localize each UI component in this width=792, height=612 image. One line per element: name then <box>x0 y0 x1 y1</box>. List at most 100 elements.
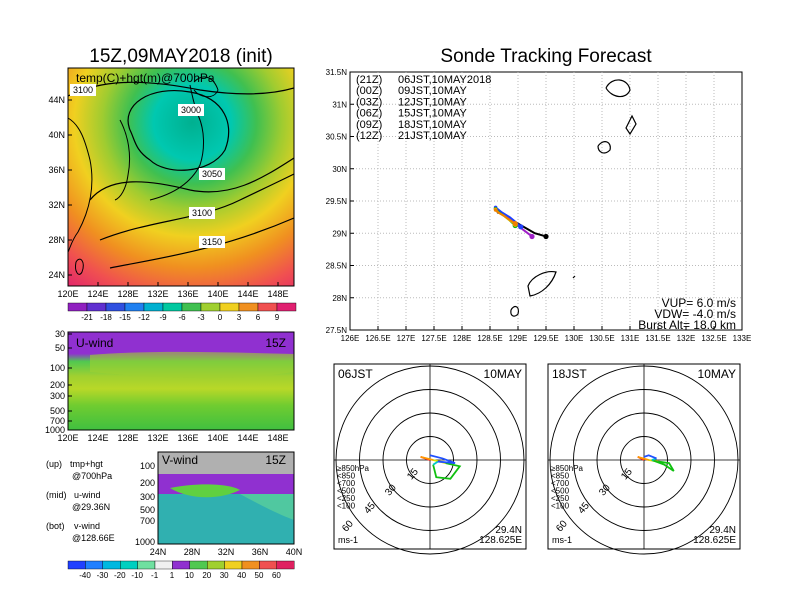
pressure-tick-label: 300 <box>50 391 65 401</box>
lon-tick-label: 129E <box>509 334 528 343</box>
colorbar-label: 1 <box>170 571 175 580</box>
colorbar-cell <box>276 560 295 570</box>
colorbar-label: -10 <box>131 571 143 580</box>
colorbar-cell <box>162 302 183 312</box>
colorbar-label: 3 <box>237 313 242 322</box>
lat-tick-label: 28N <box>332 294 347 303</box>
hodo-ring <box>596 412 692 508</box>
v-top <box>158 452 294 474</box>
track-map: (21Z) 06JST,10MAY2018 (00Z) 09JST,10MAY (03Z… <box>326 68 752 343</box>
legend-sub: @128.66E <box>72 533 115 543</box>
contour-line <box>89 157 294 201</box>
legend-val: u-wind <box>74 490 101 500</box>
hodo-ring <box>359 389 501 531</box>
colorbar-label: -1 <box>151 571 159 580</box>
lat-tick-label: 36N <box>48 165 65 175</box>
lon-tick-label: 128E <box>453 334 472 343</box>
colorbar-cell <box>85 560 104 570</box>
lon-tick-label: 130.5E <box>589 334 614 343</box>
legend-jst: 21JST,10MAY <box>398 130 468 142</box>
track-start-point <box>493 208 498 212</box>
legend-sub: @700hPa <box>72 471 112 481</box>
colorbar-label: -3 <box>197 313 205 322</box>
hodo-date: 10MAY <box>484 367 522 381</box>
lat-tick-label: 40N <box>48 130 65 140</box>
level-legend: <850 <box>337 472 356 481</box>
legend-jst: 18JST,10MAY <box>398 119 468 131</box>
wind-colorbar: -40 -30 -20 -10 -1 1 10 20 30 40 50 60 <box>67 560 295 580</box>
colorbar-label: -18 <box>100 313 112 322</box>
lat-tick-label: 30.5N <box>326 133 348 142</box>
legend-utc: (09Z) <box>356 119 382 131</box>
lon-tick-label: 140E <box>207 289 228 299</box>
lon-tick-label: 144E <box>237 433 258 443</box>
contour-line <box>109 217 294 269</box>
colorbar-label: 30 <box>220 571 229 580</box>
left-legend: (up) tmp+hgt @700hPa (mid) u-wind @29.36… <box>46 459 115 543</box>
lon-tick-label: 133E <box>733 334 752 343</box>
track-end-point <box>543 233 549 240</box>
legend-jst: 06JST,10MAY2018 <box>398 74 491 86</box>
pressure-tick-label: 30 <box>55 329 65 339</box>
param-burst: Burst Alt= 18.0 km <box>638 318 736 332</box>
pressure-tick-label: 1000 <box>135 537 155 547</box>
lat-tick-label: 36N <box>252 547 269 557</box>
island <box>572 275 576 279</box>
lat-tick-label: 28N <box>184 547 201 557</box>
hodo-trace <box>432 460 439 466</box>
lat-tick-label: 31N <box>332 100 347 109</box>
pressure-tick-label: 700 <box>50 416 65 426</box>
colorbar-label: 20 <box>202 571 211 580</box>
colorbar-label: -30 <box>97 571 109 580</box>
hodo-time: 18JST <box>552 367 587 381</box>
contour-line <box>127 90 230 171</box>
lon-tick-label: 128.5E <box>477 334 502 343</box>
legend-val: v-wind <box>74 521 100 531</box>
taiwan <box>75 258 84 275</box>
hodo-ring <box>335 365 525 555</box>
level-legend: <850 <box>551 472 570 481</box>
u-time: 15Z <box>265 336 286 350</box>
v-core <box>158 494 294 544</box>
colorbar-label: -21 <box>81 313 93 322</box>
colorbar-label: 10 <box>185 571 194 580</box>
colorbar-label: 0 <box>218 313 223 322</box>
colorbar-label: 9 <box>275 313 280 322</box>
lat-ticks: 44N 40N 36N 32N 28N 24N <box>48 95 72 280</box>
u-frame <box>67 331 295 431</box>
lat-tick-label: 28N <box>48 235 65 245</box>
legend-utc: (06Z) <box>356 108 382 120</box>
level-legend: <700 <box>551 479 570 488</box>
legend-key: (mid) <box>46 490 67 500</box>
colorbar-cell <box>259 560 277 570</box>
lon-ticks: 126E 126.5E 127E 127.5E 128E 128.5E 129E 129.5E… <box>341 326 752 343</box>
legend-utc: (03Z) <box>356 96 382 108</box>
level-legend: <100 <box>337 502 356 511</box>
map-frame <box>67 67 295 287</box>
hodo-unit: ms-1 <box>552 535 572 545</box>
colorbar-cell <box>124 302 145 312</box>
lon-tick-label: 136E <box>177 433 198 443</box>
lon-tick-label: 124E <box>87 289 108 299</box>
lon-tick-label: 148E <box>267 433 288 443</box>
lon-tick-label: 127.5E <box>421 334 446 343</box>
colorbar-label: 40 <box>237 571 246 580</box>
param-vup: VUP= 6.0 m/s <box>662 296 736 310</box>
hodo-trace <box>432 462 462 480</box>
param-vdw: VDW= -4.0 m/s <box>654 307 736 321</box>
island <box>625 114 637 136</box>
colorbar-cell <box>137 560 156 570</box>
colorbar-cell <box>105 302 126 312</box>
pressure-tick-label: 500 <box>140 505 155 515</box>
lon-tick-label: 127E <box>397 334 416 343</box>
japan <box>149 84 204 201</box>
hodo-trace <box>429 454 456 465</box>
colorbar-label: -9 <box>159 313 167 322</box>
lon-ticks: 120E 124E 128E 132E 136E 140E 144E 148E <box>57 282 289 299</box>
track-end-point <box>518 224 524 230</box>
legend-key: (up) <box>46 459 62 469</box>
lon-tick-label: 130E <box>565 334 584 343</box>
v-patch <box>170 484 240 498</box>
